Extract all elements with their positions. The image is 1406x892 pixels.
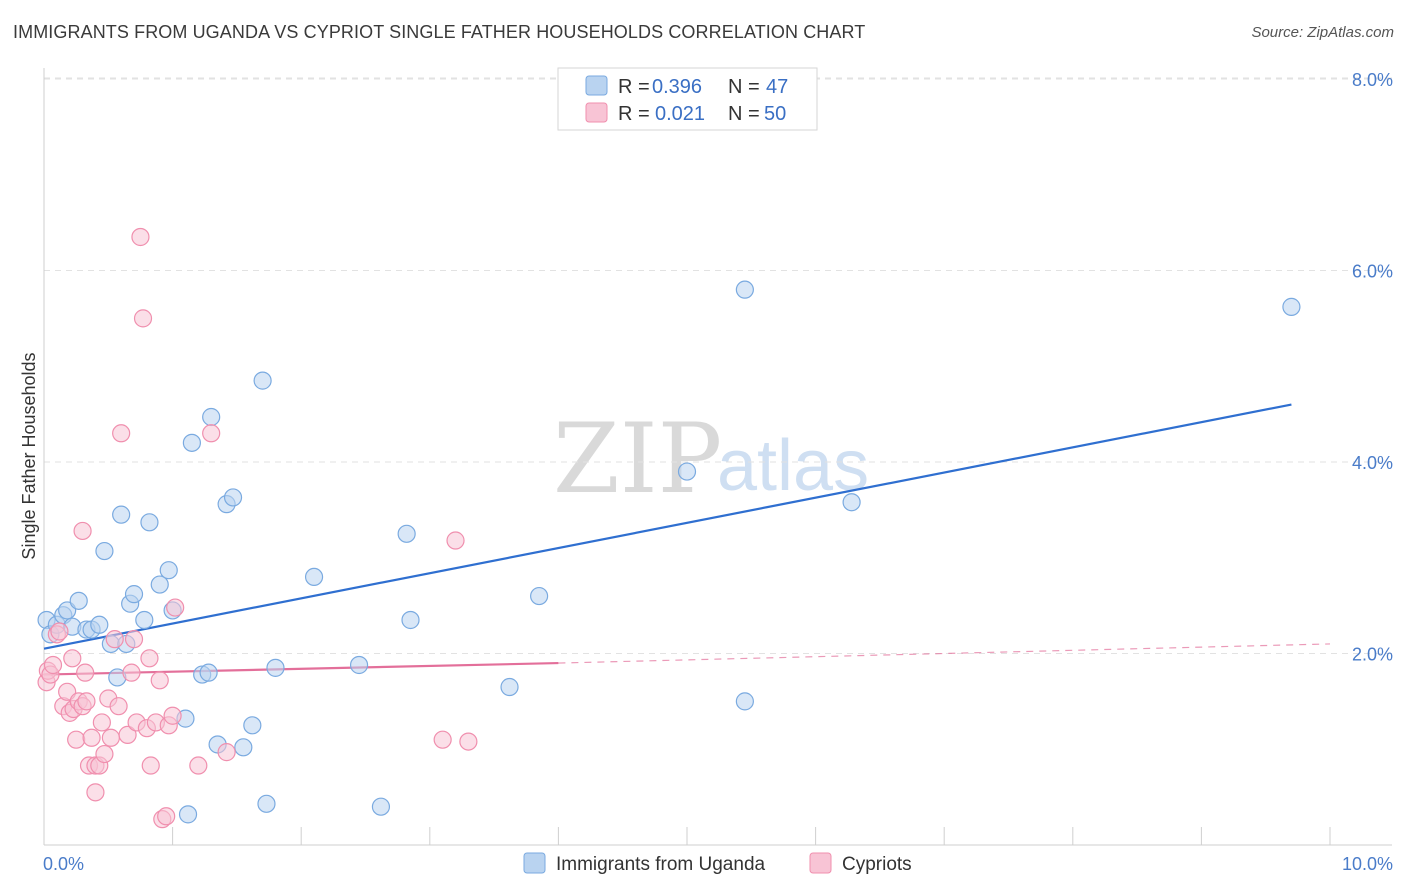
point-series0-24 [182, 433, 201, 452]
point-series1-28 [112, 424, 131, 443]
y-tick-label-1: 4.0% [1352, 453, 1393, 473]
y-axis-label: Single Father Households [19, 352, 39, 559]
legend-n-label-1: N = [728, 76, 760, 98]
point-series0-42 [530, 586, 549, 606]
point-series1-3 [43, 655, 63, 675]
legend: R = 0.396 N = 47 R = 0.021 N = 50 [557, 67, 818, 131]
bottom-legend: Immigrants from Uganda Cypriots [523, 852, 912, 875]
point-series1-39 [150, 671, 169, 690]
y-tick-label-3: 8.0% [1352, 70, 1393, 90]
tick-labels: 2.0% 4.0% 6.0% 8.0% 0.0% 10.0% [43, 70, 1393, 874]
point-series1-30 [122, 663, 141, 682]
point-series0-46 [842, 493, 861, 512]
point-series0-20 [159, 561, 178, 580]
point-series0-10 [95, 541, 114, 561]
point-series1-31 [124, 630, 144, 649]
data-points [37, 227, 1301, 829]
legend-r-label-1: R = [618, 76, 650, 98]
y-tick-label-2: 6.0% [1352, 262, 1393, 282]
point-series1-47 [217, 743, 236, 762]
point-series0-40 [401, 610, 420, 630]
point-series1-50 [459, 732, 478, 751]
point-series0-34 [257, 794, 276, 813]
bottom-legend-label-uganda: Immigrants from Uganda [556, 854, 766, 875]
point-series1-41 [157, 807, 176, 826]
bottom-legend-swatch-cypriots [809, 852, 832, 874]
point-series1-9 [63, 649, 82, 668]
point-series1-27 [109, 697, 128, 716]
point-series0-39 [397, 524, 416, 543]
bottom-legend-swatch-uganda [523, 852, 546, 874]
point-series0-27 [202, 407, 221, 427]
point-series0-33 [253, 371, 272, 390]
point-series1-22 [92, 713, 111, 732]
point-series0-32 [243, 716, 262, 735]
point-series0-6 [69, 591, 88, 610]
point-series1-49 [446, 531, 465, 550]
point-series1-36 [140, 649, 159, 668]
legend-n-value-1: 47 [766, 76, 788, 98]
legend-n-value-2: 50 [764, 103, 786, 125]
bottom-legend-label-cypriots: Cypriots [842, 854, 912, 875]
watermark-zip: ZIP [553, 403, 722, 515]
point-series0-23 [178, 805, 198, 824]
point-series0-44 [735, 692, 754, 711]
x-tick-label-1: 10.0% [1342, 854, 1393, 874]
point-series0-47 [1282, 297, 1301, 316]
x-tick-label-0: 0.0% [43, 854, 84, 874]
point-series0-16 [124, 585, 144, 604]
legend-r-label-2: R = [618, 103, 650, 125]
chart-title: IMMIGRANTS FROM UGANDA VS CYPRIOT SINGLE… [13, 22, 866, 42]
point-series0-35 [266, 658, 285, 677]
point-series0-37 [349, 655, 369, 675]
point-series0-31 [234, 738, 253, 757]
point-series1-20 [86, 783, 105, 802]
point-series1-18 [82, 728, 101, 747]
grid [44, 77, 1392, 654]
trend-extension-series1 [558, 643, 1331, 664]
point-series0-19 [150, 575, 169, 594]
point-series1-48 [433, 730, 452, 749]
point-series0-26 [199, 663, 218, 682]
point-series1-44 [166, 598, 185, 617]
point-series1-45 [189, 756, 208, 775]
axes [43, 68, 1392, 846]
point-series0-30 [223, 488, 243, 507]
point-series0-36 [304, 567, 324, 587]
point-series0-45 [735, 280, 754, 299]
y-tick-label-0: 2.0% [1352, 645, 1393, 665]
point-series1-14 [73, 521, 92, 541]
legend-n-label-2: N = [728, 103, 760, 125]
point-series1-25 [101, 728, 120, 747]
legend-swatch-cypriots [585, 102, 608, 123]
point-series1-46 [202, 424, 221, 443]
point-series1-11 [67, 730, 86, 749]
chart-source: Source: ZipAtlas.com [1251, 24, 1394, 41]
point-series0-17 [135, 610, 154, 630]
watermark: ZIP atlas [553, 403, 869, 515]
point-series0-38 [371, 797, 391, 816]
watermark-atlas: atlas [717, 426, 869, 506]
legend-r-value-1: 0.396 [652, 76, 702, 98]
point-series1-23 [95, 744, 114, 764]
point-series1-34 [133, 309, 153, 328]
point-series1-33 [131, 227, 150, 247]
point-series1-26 [105, 630, 124, 649]
point-series1-43 [163, 706, 182, 725]
point-series0-9 [90, 615, 109, 634]
point-series0-43 [677, 462, 697, 481]
point-series1-15 [76, 663, 95, 682]
legend-r-value-2: 0.021 [655, 103, 705, 125]
point-series0-41 [500, 677, 519, 697]
point-series0-13 [112, 505, 131, 524]
point-series1-16 [77, 692, 96, 711]
point-series0-18 [140, 513, 159, 532]
point-series1-37 [141, 756, 160, 775]
point-series1-5 [50, 622, 69, 641]
legend-swatch-uganda [585, 75, 608, 96]
point-series1-29 [118, 725, 137, 744]
trend-line-series0 [43, 403, 1292, 650]
